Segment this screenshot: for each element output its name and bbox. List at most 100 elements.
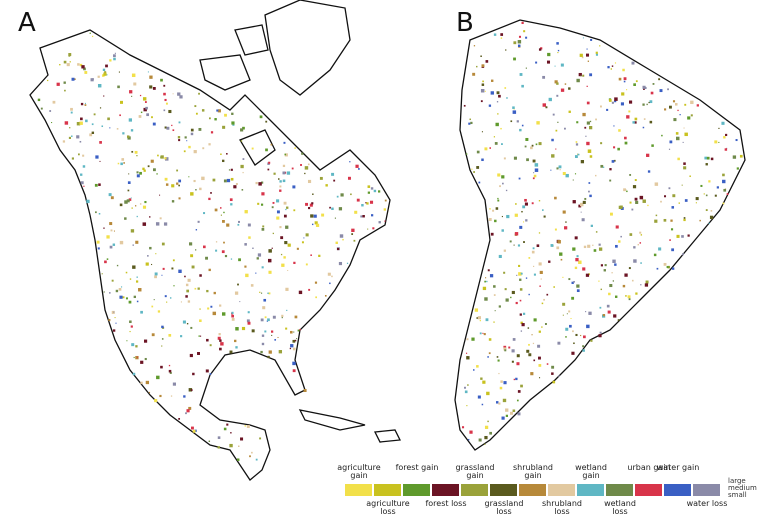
change-pixel	[190, 254, 194, 258]
change-pixel	[575, 333, 578, 337]
change-pixel	[569, 324, 572, 328]
change-pixel	[631, 61, 635, 65]
change-pixel	[531, 202, 534, 205]
change-pixel	[575, 257, 579, 262]
change-pixel	[718, 127, 720, 130]
change-pixel	[551, 154, 555, 158]
change-pixel	[285, 327, 288, 330]
change-pixel	[505, 414, 508, 417]
change-pixel	[714, 140, 718, 144]
change-pixel	[272, 232, 274, 235]
change-pixel	[115, 322, 117, 324]
change-pixel	[518, 35, 522, 38]
change-pixel	[226, 153, 228, 155]
change-pixel	[637, 243, 640, 246]
change-pixel	[554, 80, 558, 84]
change-pixel	[582, 112, 586, 117]
change-pixel	[226, 178, 231, 183]
change-pixel	[319, 176, 323, 180]
change-pixel	[465, 153, 468, 155]
legend-swatch	[490, 484, 517, 496]
change-pixel	[156, 173, 158, 175]
change-pixel	[114, 317, 116, 319]
change-pixel	[206, 338, 209, 342]
change-pixel	[565, 327, 569, 331]
change-pixel	[562, 302, 566, 306]
change-pixel	[142, 222, 147, 226]
change-pixel	[649, 120, 653, 124]
change-pixel	[588, 190, 590, 193]
change-pixel	[148, 391, 151, 394]
change-pixel	[235, 327, 239, 331]
change-pixel	[117, 85, 120, 89]
change-pixel	[621, 92, 625, 96]
change-pixel	[476, 317, 479, 319]
change-pixel	[538, 377, 541, 379]
change-pixel	[208, 117, 211, 120]
arctic-island	[234, 24, 269, 56]
change-pixel	[276, 199, 280, 203]
change-pixel	[512, 106, 515, 109]
change-pixel	[547, 52, 551, 57]
change-pixel	[589, 120, 592, 123]
change-pixel	[59, 63, 61, 66]
change-pixel	[517, 44, 521, 48]
change-pixel	[373, 189, 377, 193]
change-pixel	[704, 156, 708, 160]
change-pixel	[114, 52, 116, 54]
change-pixel	[271, 247, 273, 249]
change-pixel	[633, 83, 636, 86]
change-pixel	[187, 278, 191, 282]
change-pixel	[161, 345, 163, 347]
change-pixel	[353, 239, 356, 242]
change-pixel	[629, 233, 633, 236]
change-pixel	[119, 203, 123, 207]
change-pixel	[271, 206, 274, 209]
legend-swatch	[403, 484, 430, 496]
change-pixel	[199, 319, 202, 323]
change-pixel	[101, 125, 104, 128]
change-pixel	[617, 319, 620, 322]
change-pixel	[652, 83, 655, 85]
change-pixel	[557, 52, 559, 54]
change-pixel	[481, 131, 483, 133]
change-pixel	[532, 159, 536, 163]
change-pixel	[479, 332, 482, 335]
change-pixel	[297, 329, 300, 332]
change-pixel	[718, 141, 720, 143]
change-pixel	[133, 295, 136, 299]
change-pixel	[286, 171, 291, 175]
change-pixel	[503, 157, 506, 160]
change-pixel	[533, 174, 537, 178]
change-pixel	[267, 355, 270, 359]
change-pixel	[724, 148, 728, 151]
change-pixel	[367, 191, 370, 194]
change-pixel	[464, 386, 466, 389]
change-pixel	[536, 121, 540, 125]
change-pixel	[241, 189, 244, 191]
change-pixel	[287, 243, 291, 247]
change-pixel	[664, 195, 667, 198]
change-pixel	[238, 220, 241, 223]
change-pixel	[201, 176, 205, 181]
change-pixel	[488, 217, 492, 222]
change-pixel	[485, 60, 489, 63]
change-pixel	[217, 336, 221, 340]
change-pixel	[568, 110, 571, 113]
change-pixel	[307, 179, 312, 184]
change-pixel	[528, 353, 532, 357]
change-pixel	[259, 115, 263, 119]
change-pixel	[519, 299, 522, 302]
change-pixel	[496, 101, 499, 103]
change-pixel	[285, 208, 287, 211]
change-pixel	[237, 283, 239, 286]
change-pixel	[292, 185, 296, 189]
change-pixel	[622, 284, 626, 288]
change-pixel	[293, 261, 296, 265]
change-pixel	[598, 247, 603, 251]
change-pixel	[189, 353, 193, 358]
change-pixel	[136, 174, 140, 178]
change-pixel	[670, 219, 673, 222]
change-pixel	[151, 116, 153, 119]
change-pixel	[548, 97, 552, 102]
